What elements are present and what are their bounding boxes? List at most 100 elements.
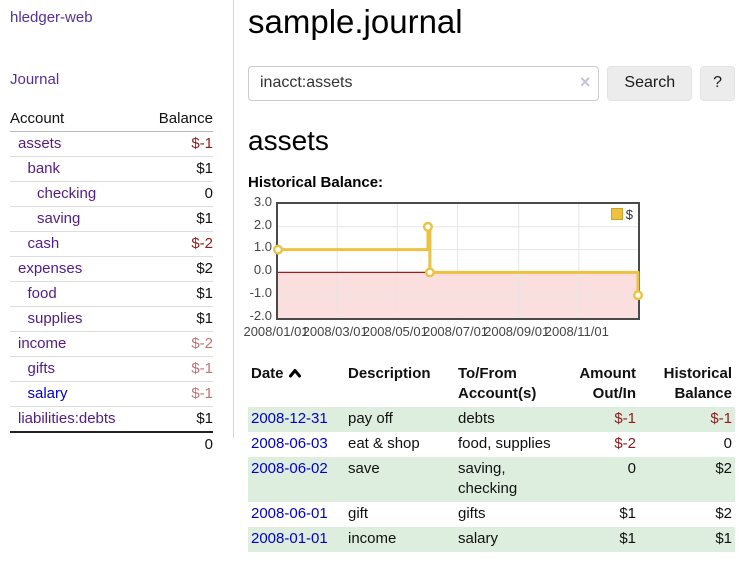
register-table: Date Description To/From Account(s) Amount … (248, 362, 735, 552)
account-balance: $-1 (111, 356, 213, 382)
date-link[interactable]: 2008-06-01 (251, 504, 328, 522)
clear-search-icon[interactable]: × (579, 71, 591, 92)
account-row: cash $-2 (10, 231, 213, 257)
account-link-supplies[interactable]: supplies (27, 310, 83, 327)
transaction-row: 2008-06-02 save saving, checking 0 $2 (248, 456, 735, 502)
sidebar-item-journal[interactable]: Journal (10, 71, 60, 88)
register-column-date[interactable]: Date (248, 362, 345, 407)
legend-label: $ (625, 206, 633, 222)
y-tick-label: 2.0 (253, 216, 272, 232)
y-tick-label: 3.0 (253, 193, 272, 209)
main-content: sample.journal × Search ? assets Histori… (243, 0, 735, 552)
account-row: liabilities:debts $1 (10, 407, 213, 433)
register-column-description: Description (345, 362, 455, 407)
account-row: supplies $1 (10, 306, 213, 332)
transaction-accounts: debts (458, 409, 495, 427)
account-link-bank[interactable]: bank (27, 160, 61, 177)
transaction-row: 2008-01-01 income salary $1 $1 (248, 526, 735, 552)
x-tick-label: 2008/01/01 (243, 323, 309, 339)
transaction-date-cell: 2008-06-03 (248, 432, 345, 457)
account-row: checking 0 (10, 181, 213, 207)
account-row: bank $1 (10, 156, 213, 182)
transaction-balance: $2 (715, 459, 732, 477)
transaction-description: pay off (348, 409, 393, 427)
transaction-balance: $2 (715, 504, 732, 522)
date-link[interactable]: 2008-06-03 (251, 434, 328, 452)
date-link[interactable]: 2008-12-31 (251, 409, 328, 427)
account-heading: assets (248, 124, 329, 156)
y-tick-label: -2.0 (249, 307, 272, 323)
search-form: × Search ? (248, 65, 735, 101)
x-tick-label: 2008/09/01 (484, 323, 550, 339)
date-link[interactable]: 2008-01-01 (251, 529, 328, 547)
chart-canvas (273, 203, 644, 318)
transaction-amount: 0 (627, 459, 636, 477)
chart-title: Historical Balance: (248, 173, 384, 191)
account-link-saving[interactable]: saving (37, 210, 81, 227)
transaction-row: 2008-06-03 eat & shop food, supplies $-2 0 (248, 432, 735, 457)
account-row: expenses $2 (10, 256, 213, 282)
transaction-accounts: food, supplies (458, 434, 551, 452)
account-link-liabilities-debts[interactable]: liabilities:debts (18, 410, 116, 427)
x-tick-label: 2008/03/01 (302, 323, 368, 339)
accounts-header-balance: Balance (111, 107, 213, 132)
account-link-expenses[interactable]: expenses (18, 260, 83, 277)
transaction-accounts: salary (458, 529, 499, 547)
account-balance: $1 (111, 306, 213, 332)
brand-link[interactable]: hledger-web (10, 9, 93, 26)
account-link-cash[interactable]: cash (27, 235, 60, 252)
transaction-amount: $-1 (614, 409, 636, 427)
transaction-accounts: saving, checking (458, 459, 518, 497)
transaction-amount: $-2 (614, 434, 636, 452)
transaction-accounts: gifts (458, 504, 486, 522)
register-column-historical-balance: Historical Balance (639, 362, 735, 407)
help-button[interactable]: ? (700, 65, 735, 101)
accounts-total-balance: 0 (111, 431, 213, 457)
transaction-description: eat & shop (348, 434, 420, 452)
search-button[interactable]: Search (607, 65, 693, 101)
transaction-balance: $-1 (710, 409, 732, 427)
account-link-salary[interactable]: salary (27, 385, 68, 402)
account-row: saving $1 (10, 206, 213, 232)
account-balance: $-2 (111, 231, 213, 257)
transaction-balance: $1 (715, 529, 732, 547)
data-point (422, 221, 433, 232)
register-header-row: Date Description To/From Account(s) Amount … (248, 362, 735, 407)
legend-swatch (610, 208, 623, 221)
search-input[interactable] (248, 65, 600, 101)
data-point (273, 244, 283, 255)
historical-balance-chart: 3.0 2.0 1.0 0.0 -1.0 -2.0 $ 2008/01/01 2008/03… (243, 194, 735, 343)
transaction-date-cell: 2008-06-02 (248, 457, 345, 502)
x-tick-label: 2008/05/01 (362, 323, 428, 339)
transaction-balance: 0 (723, 434, 732, 452)
account-link-income[interactable]: income (18, 335, 67, 352)
column-label: Description (348, 364, 431, 382)
column-label: Amount Out/In (579, 364, 636, 402)
column-label: To/From Account(s) (458, 364, 537, 402)
y-tick-label: 0.0 (253, 262, 272, 278)
transaction-description: gift (348, 504, 369, 522)
transaction-date-cell: 2008-06-01 (248, 502, 345, 527)
transaction-row: 2008-06-01 gift gifts $1 $2 (248, 502, 735, 527)
account-balance: $-1 (111, 131, 213, 157)
account-link-food[interactable]: food (27, 285, 57, 302)
date-link[interactable]: 2008-06-02 (251, 459, 328, 477)
account-balance: $-2 (111, 331, 213, 357)
account-row: salary $-1 (10, 381, 213, 407)
y-tick-label: 1.0 (253, 239, 272, 255)
account-link-gifts[interactable]: gifts (27, 360, 56, 377)
transaction-description: income (348, 529, 397, 547)
transaction-date-cell: 2008-01-01 (248, 527, 345, 552)
column-label: Historical Balance (663, 364, 732, 402)
x-tick-label: 2008/07/01 (422, 323, 489, 339)
account-row: assets $-1 (10, 131, 213, 157)
column-label: Date (251, 364, 284, 382)
transaction-date-cell: 2008-12-31 (248, 407, 345, 432)
transaction-amount: $1 (619, 529, 636, 547)
account-link-assets[interactable]: assets (18, 135, 62, 152)
chart-plot-area: $ (273, 201, 644, 320)
transaction-amount: $1 (619, 504, 636, 522)
sidebar: hledger-web Journal Account Balance asse… (0, 0, 234, 457)
account-link-checking[interactable]: checking (37, 185, 97, 202)
